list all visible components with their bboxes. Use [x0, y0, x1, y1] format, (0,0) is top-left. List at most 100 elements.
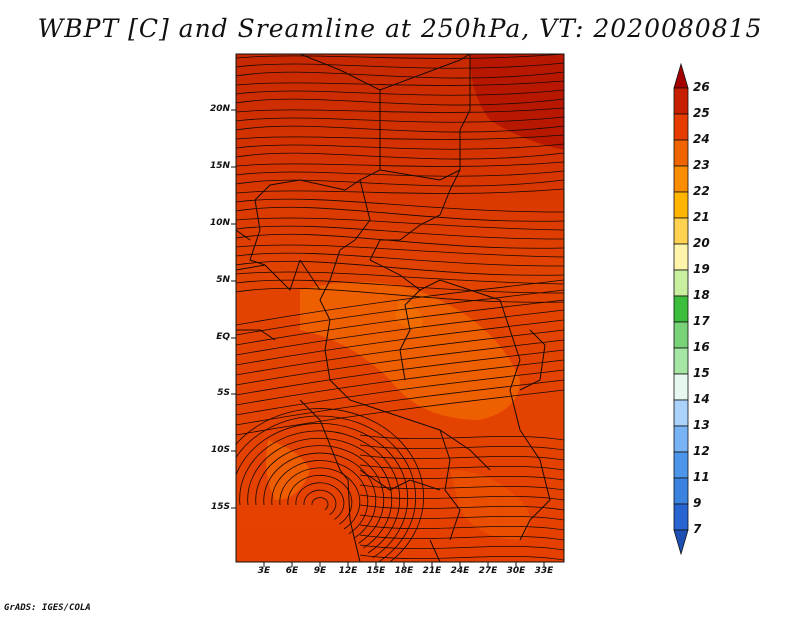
colorbar-swatch: [673, 399, 689, 427]
streamline: [236, 260, 564, 276]
lon-label-30e: 30E: [506, 566, 526, 576]
lat-label-5n: 5N: [216, 275, 230, 285]
lat-label-5s: 5S: [217, 388, 230, 398]
streamline: [236, 198, 564, 213]
streamline: [236, 98, 564, 106]
colorbar-label-23: 23: [693, 158, 710, 172]
streamline: [236, 62, 564, 69]
streamline: [236, 125, 564, 133]
colorbar-label-22: 22: [693, 184, 710, 198]
streamline: [236, 143, 564, 150]
colorbar-swatch: [673, 191, 689, 219]
streamline: [255, 445, 385, 544]
lon-label-3e: 3E: [257, 566, 271, 576]
lon-label-9e: 9E: [313, 566, 327, 576]
lon-ticks: [263, 562, 545, 567]
streamline: [236, 71, 564, 79]
streamline: [236, 271, 564, 285]
lon-label-27e: 27E: [478, 566, 498, 576]
streamline: [236, 299, 564, 346]
colorbar-swatch: [673, 139, 689, 167]
lon-label-18e: 18E: [394, 566, 414, 576]
streamline: [236, 359, 564, 406]
streamline: [236, 170, 564, 177]
colorbar-label-9: 9: [693, 496, 702, 510]
streamline: [359, 444, 564, 451]
streamline: [236, 107, 564, 113]
colorbar-swatch: [673, 503, 689, 531]
streamline: [236, 217, 564, 231]
lat-label-eq: EQ: [216, 332, 230, 342]
colorbar-swatch: [673, 295, 689, 323]
streamline: [287, 474, 353, 525]
colorbar-label-25: 25: [693, 106, 710, 120]
colorbar-swatch: [673, 451, 689, 479]
streamline: [359, 524, 564, 531]
grads-credit: GrADS: IGES/COLA: [4, 603, 91, 613]
streamline: [236, 287, 564, 303]
lon-label-12e: 12E: [338, 566, 358, 576]
colorbar: [673, 62, 689, 556]
lat-ticks: [231, 109, 236, 509]
streamline: [236, 423, 408, 559]
lat-label-15n: 15N: [209, 161, 230, 171]
streamline: [236, 329, 564, 376]
map-frame: [235, 53, 565, 563]
streamline: [359, 494, 564, 501]
streamline: [236, 179, 564, 187]
colorbar-label-12: 12: [693, 444, 710, 458]
streamline: [236, 152, 564, 160]
streamline: [236, 161, 564, 167]
colorbar-label-18: 18: [693, 288, 710, 302]
colorbar-label-14: 14: [693, 392, 710, 406]
streamline: [236, 188, 564, 194]
lat-label-20n: 20N: [209, 104, 230, 114]
colorbar-swatch: [673, 165, 689, 193]
streamline: [236, 225, 564, 240]
lon-label-33e: 33E: [534, 566, 554, 576]
streamline: [236, 54, 564, 59]
streamline: [236, 206, 564, 222]
colorbar-label-11: 11: [693, 470, 710, 484]
lon-label-24e: 24E: [450, 566, 470, 576]
colorbar-swatch: [673, 243, 689, 271]
colorbar-label-13: 13: [693, 418, 710, 432]
lat-label-15s: 15S: [210, 502, 230, 512]
streamline: [236, 379, 564, 426]
chart-title: WBPT [C] and Sreamline at 250hPa, VT: 20…: [37, 14, 763, 43]
lon-label-15e: 15E: [366, 566, 386, 576]
colorbar-label-24: 24: [693, 132, 710, 146]
colorbar-swatch: [673, 347, 689, 375]
streamline: [236, 289, 564, 336]
streamline: [359, 474, 564, 481]
streamline: [236, 349, 564, 396]
streamline: [236, 389, 564, 436]
country-borders: [236, 54, 551, 562]
colorbar-label-15: 15: [693, 366, 710, 380]
streamline: [311, 497, 329, 511]
colorbar-label-21: 21: [693, 210, 710, 224]
streamline: [236, 80, 564, 86]
colorbar-label-19: 19: [693, 262, 710, 276]
lat-label-10n: 10N: [209, 218, 230, 228]
streamline: [236, 369, 564, 416]
streamline: [236, 279, 564, 294]
streamline: [236, 408, 424, 562]
colorbar-swatch: [673, 217, 689, 245]
lon-label-6e: 6E: [285, 566, 299, 576]
colorbar-swatch: [673, 373, 689, 401]
colorbar-swatch: [673, 269, 689, 297]
streamline: [279, 467, 361, 530]
colorbar-label-20: 20: [693, 236, 710, 250]
colorbar-top-arrow: [673, 62, 689, 89]
streamline: [359, 534, 564, 541]
streamline: [236, 244, 564, 258]
colorbar-swatch: [673, 113, 689, 141]
colorbar-bottom-arrow: [673, 529, 689, 556]
streamline: [359, 434, 564, 441]
streamline: [263, 452, 377, 539]
streamlines: [236, 54, 564, 562]
streamline: [303, 489, 337, 515]
colorbar-label-17: 17: [693, 314, 710, 328]
streamline: [247, 437, 393, 549]
